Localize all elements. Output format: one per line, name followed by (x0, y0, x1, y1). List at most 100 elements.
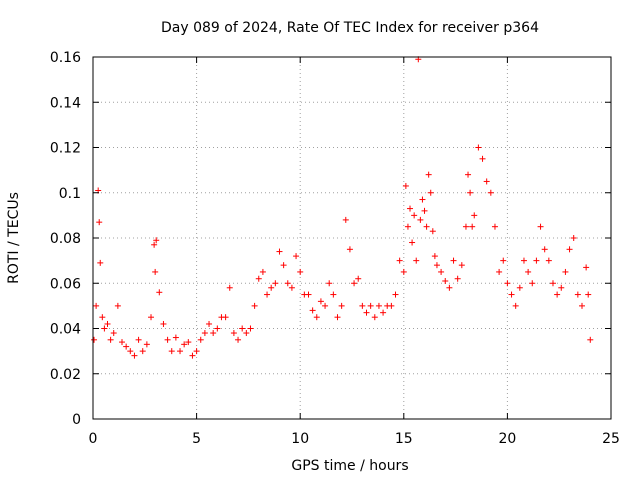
y-tick-label: 0.06 (50, 276, 81, 292)
data-point (462, 223, 469, 230)
data-point (525, 268, 532, 275)
data-point (251, 302, 258, 309)
data-point (427, 189, 434, 196)
data-point (114, 302, 121, 309)
data-point (119, 339, 126, 346)
data-point (322, 302, 329, 309)
data-point (230, 330, 237, 337)
data-point (189, 352, 196, 359)
data-point (101, 325, 108, 332)
x-tick-label: 0 (89, 431, 98, 447)
data-point (151, 241, 158, 248)
data-point (500, 257, 507, 264)
data-point (93, 302, 100, 309)
data-point (570, 235, 577, 241)
data-point (226, 284, 233, 291)
data-point (545, 257, 552, 264)
data-point (164, 336, 171, 343)
data-point (380, 309, 387, 316)
data-point (512, 302, 519, 309)
data-point (201, 330, 208, 337)
data-point (206, 320, 213, 327)
data-point (313, 314, 320, 321)
data-point (465, 171, 472, 178)
data-point (392, 291, 399, 298)
data-point (123, 343, 130, 350)
data-point (363, 309, 370, 316)
data-point (185, 339, 192, 346)
data-point (431, 253, 438, 260)
data-point (288, 284, 295, 291)
data-point (104, 320, 111, 327)
data-point (197, 336, 204, 343)
data-point (375, 302, 382, 309)
data-point (402, 182, 409, 189)
data-point (153, 237, 160, 244)
data-point (131, 352, 138, 359)
data-point (566, 246, 573, 253)
data-point (442, 277, 449, 284)
data-point (469, 223, 476, 230)
data-point (558, 284, 565, 291)
data-point (193, 348, 200, 355)
data-point (172, 334, 179, 341)
data-point (520, 257, 527, 264)
data-point (243, 330, 250, 337)
data-point (177, 348, 184, 355)
data-point (454, 275, 461, 282)
data-point (479, 155, 486, 162)
data-point (222, 314, 229, 321)
data-point (496, 268, 503, 275)
data-point (96, 219, 103, 226)
data-point (516, 284, 523, 291)
data-point (135, 336, 142, 343)
data-point (471, 212, 478, 219)
data-point (255, 275, 262, 282)
data-point (284, 280, 291, 287)
y-tick-label: 0.04 (50, 322, 81, 338)
data-point (330, 291, 337, 298)
axis-ticks (92, 56, 612, 420)
data-point (583, 264, 590, 271)
data-point (396, 257, 403, 264)
data-point (446, 284, 453, 291)
data-point (541, 246, 548, 253)
data-point (407, 205, 414, 212)
y-tick-label: 0.02 (50, 367, 81, 383)
data-point (411, 212, 418, 219)
data-point (181, 341, 188, 348)
data-point (562, 268, 569, 275)
y-tick-label: 0.08 (50, 231, 81, 247)
data-point (429, 228, 436, 235)
data-point (475, 144, 482, 151)
data-points (91, 56, 594, 359)
data-point (326, 280, 333, 287)
data-point (355, 275, 362, 282)
data-point (127, 348, 134, 355)
data-point (554, 291, 561, 298)
data-point (210, 330, 217, 337)
data-point (587, 336, 594, 343)
data-point (419, 196, 426, 203)
data-point (334, 314, 341, 321)
data-point (371, 314, 378, 321)
data-point (305, 291, 312, 298)
data-point (537, 223, 544, 230)
data-point (293, 253, 300, 260)
data-point (487, 189, 494, 196)
chart-title: Day 089 of 2024, Rate Of TEC Index for r… (161, 20, 539, 36)
y-axis-label: ROTI / TECUs (6, 192, 22, 284)
data-point (423, 223, 430, 230)
data-point (483, 178, 490, 185)
data-point (148, 314, 155, 321)
data-point (458, 262, 465, 269)
data-point (280, 262, 287, 269)
y-tick-label: 0 (72, 412, 81, 428)
data-point (247, 325, 254, 332)
data-point (413, 257, 420, 264)
data-point (168, 348, 175, 355)
data-point (317, 298, 324, 305)
data-point (99, 314, 106, 321)
data-point (433, 262, 440, 269)
